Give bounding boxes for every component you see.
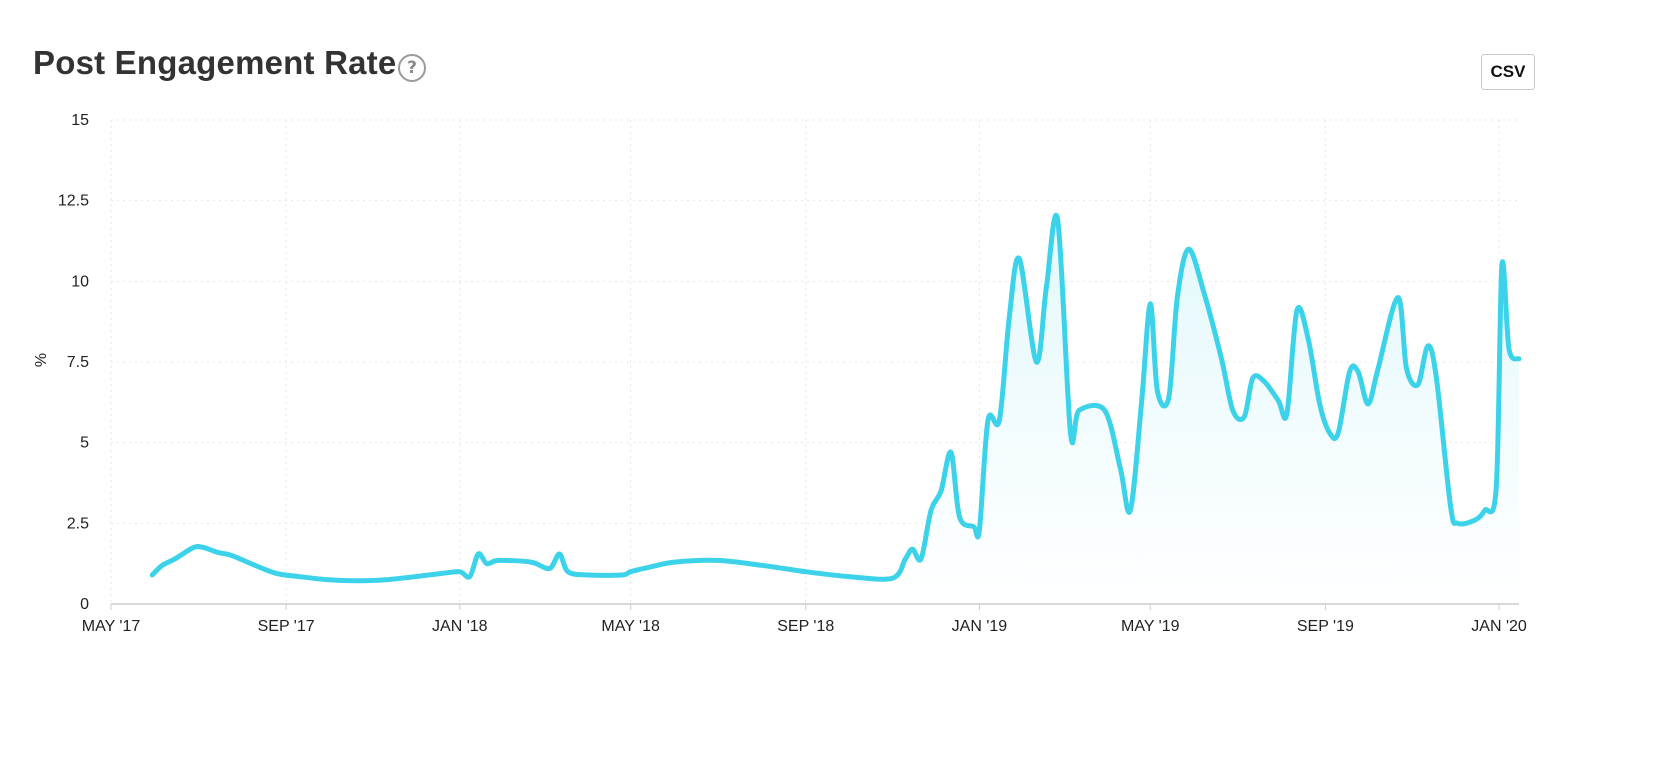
series-line bbox=[149, 213, 1522, 584]
x-tick-label: SEP '17 bbox=[258, 618, 315, 635]
y-tick-label: 7.5 bbox=[67, 354, 89, 371]
y-tick-label: 12.5 bbox=[58, 193, 89, 210]
y-tick-label: 5 bbox=[80, 435, 89, 452]
area-fill bbox=[892, 215, 1519, 604]
page-title: Post Engagement Rate bbox=[33, 44, 397, 81]
y-tick-label: 10 bbox=[71, 273, 89, 290]
y-tick-label: 0 bbox=[80, 596, 89, 613]
y-tick-label: 15 bbox=[71, 112, 89, 129]
x-tick-label: JAN '20 bbox=[1471, 618, 1527, 635]
series-line-path bbox=[149, 213, 1522, 584]
csv-export-button[interactable]: CSV bbox=[1481, 54, 1535, 90]
grid bbox=[110, 119, 1519, 604]
x-tick-label: SEP '18 bbox=[777, 618, 834, 635]
axes: 0 2.5 5 7.5 10 12.5 15 MAY '17 SEP '17 JAN '18 MAY… bbox=[58, 112, 1527, 635]
x-tick-label: MAY '18 bbox=[601, 618, 660, 635]
x-tick-label: SEP '19 bbox=[1297, 618, 1354, 635]
x-tick-label: JAN '19 bbox=[952, 618, 1008, 635]
series-area bbox=[892, 215, 1519, 604]
x-tick-label: MAY '19 bbox=[1121, 618, 1180, 635]
x-tick-label: JAN '18 bbox=[432, 618, 488, 635]
y-axis-label: % bbox=[33, 353, 50, 367]
y-tick-label: 2.5 bbox=[67, 515, 89, 532]
x-tick-label: MAY '17 bbox=[82, 618, 141, 635]
question-circle-icon[interactable]: ? bbox=[398, 54, 426, 82]
